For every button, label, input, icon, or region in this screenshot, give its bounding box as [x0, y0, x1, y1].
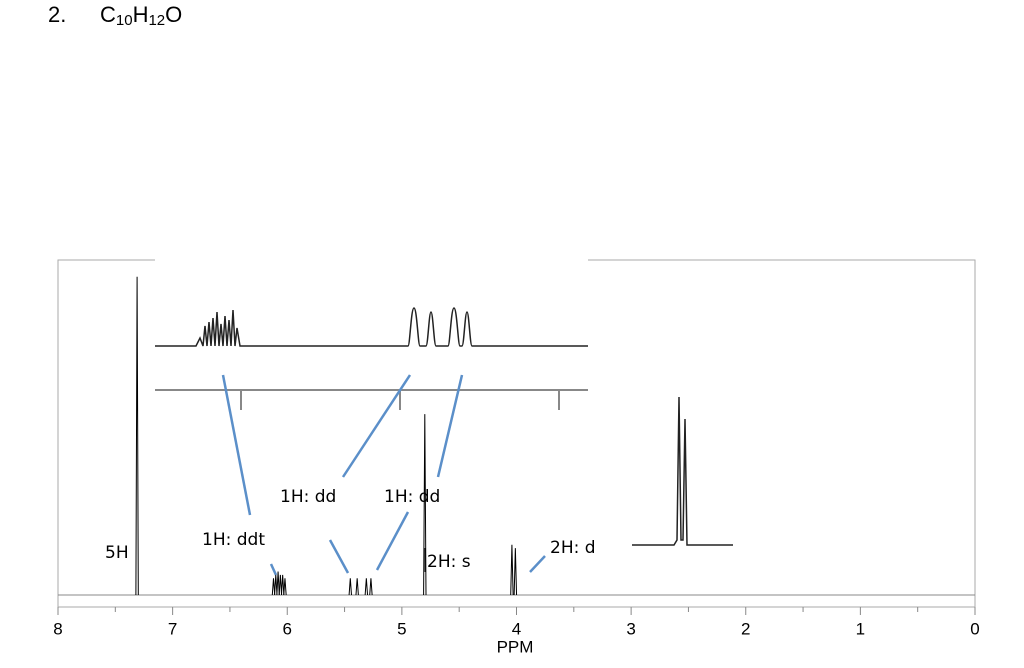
x-tick-label: 3 [626, 619, 635, 638]
x-tick-label: 2 [741, 619, 750, 638]
formula-part: C [100, 2, 116, 27]
peak [135, 276, 139, 596]
peak [423, 414, 427, 596]
x-tick-label: 0 [970, 619, 979, 638]
peak [278, 574, 283, 596]
subscript: 12 [148, 12, 165, 29]
inset-trace [632, 396, 733, 546]
peak [364, 578, 369, 596]
x-tick-label: 5 [397, 619, 406, 638]
annotation: 1H: dd [280, 487, 336, 507]
x-tick-label: 4 [512, 619, 521, 638]
peak [274, 574, 278, 596]
peak [280, 574, 285, 596]
annotation: 2H: d [550, 538, 596, 558]
x-tick-label: 6 [283, 619, 292, 638]
annotation: 1H: dd [384, 487, 440, 507]
peak [348, 578, 352, 596]
inset-trace [155, 307, 588, 347]
formula-part: O [165, 2, 182, 27]
peak [271, 578, 276, 596]
annotation: 5H [105, 543, 129, 563]
x-tick-label: 1 [856, 619, 865, 638]
peak [283, 578, 287, 596]
peak [369, 578, 373, 596]
x-axis-label: PPM [497, 637, 534, 656]
inset-scale-ticks [240, 390, 560, 410]
peak [276, 571, 280, 596]
subscript: 10 [116, 12, 133, 29]
x-tick-label: 8 [53, 619, 62, 638]
formula: C10H12O [100, 2, 182, 29]
inset [155, 250, 588, 410]
formula-part: H [133, 2, 149, 27]
peak [513, 548, 518, 596]
x-tick-label: 7 [168, 619, 177, 638]
peak [355, 578, 359, 596]
connectors [221, 374, 546, 576]
annotation: 1H: ddt [202, 530, 265, 550]
peak [510, 544, 514, 596]
annotation: 2H: s [427, 552, 471, 572]
problem-number: 2. [48, 2, 66, 27]
